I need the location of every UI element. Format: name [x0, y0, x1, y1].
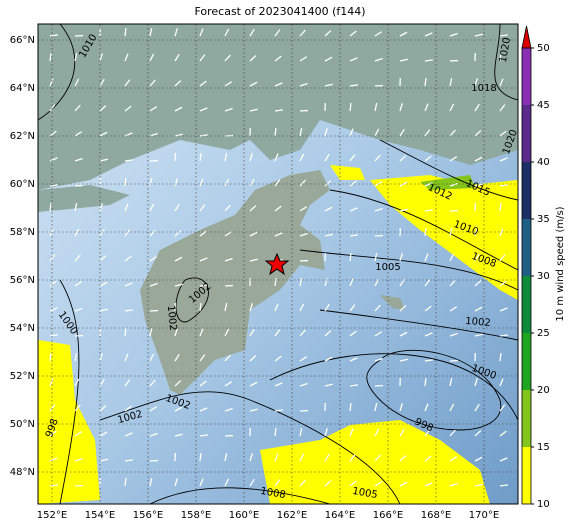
lon-label: 164°E [325, 510, 355, 521]
lon-label: 168°E [421, 510, 451, 521]
colorbar-segment [522, 162, 531, 219]
contour-label: 1018 [471, 83, 496, 94]
colorbar-tick-label: 25 [537, 328, 550, 339]
contour-label: 1002 [165, 305, 178, 331]
lat-label: 56°N [10, 275, 35, 286]
colorbar-tick-label: 15 [537, 442, 550, 453]
lat-label: 54°N [10, 323, 35, 334]
colorbar: 10 15 20 25 30 35 40 45 50 [522, 26, 550, 510]
contour-label: 1002 [465, 316, 491, 329]
colorbar-segment [522, 219, 531, 276]
lon-label: 158°E [181, 510, 211, 521]
colorbar-label: 10 m wind speed (m/s) [555, 206, 566, 321]
lon-label: 156°E [133, 510, 163, 521]
colorbar-segment [522, 333, 531, 390]
colorbar-segment [522, 105, 531, 162]
colorbar-tick-label: 50 [537, 43, 550, 54]
colorbar-segment [522, 276, 531, 333]
lon-label: 152°E [37, 510, 67, 521]
lat-label: 52°N [10, 371, 35, 382]
colorbar-segment [522, 390, 531, 447]
lat-label: 62°N [10, 131, 35, 142]
lat-label: 66°N [10, 35, 35, 46]
colorbar-tick-label: 45 [537, 100, 550, 111]
lon-label: 166°E [373, 510, 403, 521]
lon-label: 160°E [229, 510, 259, 521]
lon-label: 162°E [277, 510, 307, 521]
lon-label: 154°E [85, 510, 115, 521]
colorbar-segment [522, 447, 531, 504]
colorbar-tick-label: 20 [537, 385, 550, 396]
lat-label: 64°N [10, 83, 35, 94]
lat-label: 58°N [10, 227, 35, 238]
lat-label: 48°N [10, 467, 35, 478]
colorbar-tick-label: 35 [537, 214, 550, 225]
colorbar-tick-label: 10 [537, 499, 550, 510]
colorbar-segment [522, 48, 531, 105]
lon-label: 170°E [469, 510, 499, 521]
colorbar-tick-label: 40 [537, 157, 550, 168]
lat-label: 60°N [10, 179, 35, 190]
contour-label: 1005 [375, 262, 400, 273]
lat-label: 50°N [10, 419, 35, 430]
colorbar-extend [522, 26, 531, 48]
title: Forecast of 2023041400 (f144) [194, 5, 365, 18]
colorbar-tick-label: 30 [537, 271, 550, 282]
